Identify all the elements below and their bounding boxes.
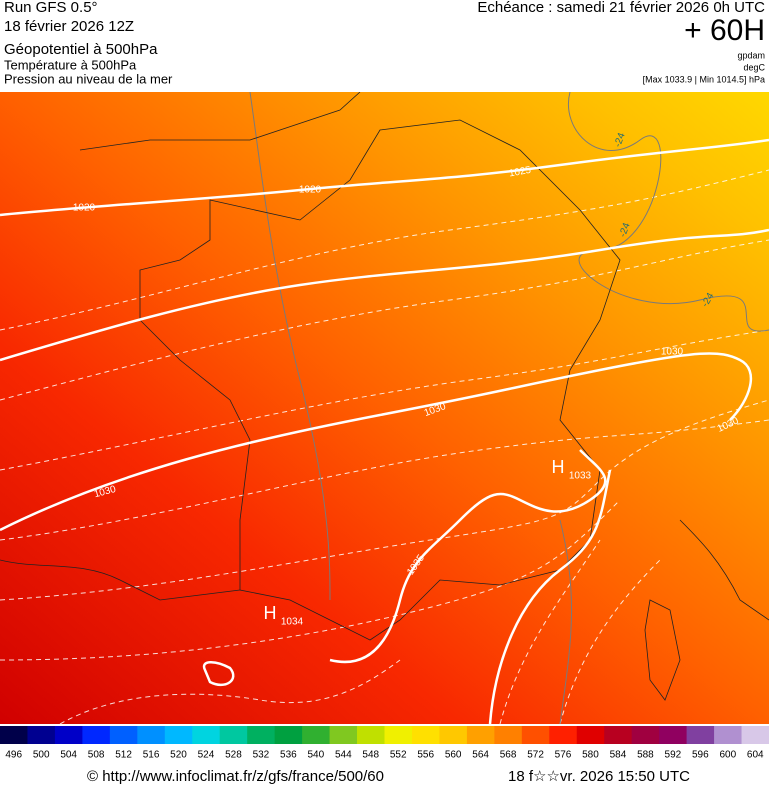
colorbar-swatch [411,726,440,744]
colorbar-label: 512 [115,750,132,761]
isobar-label: 1020 [299,185,322,196]
isobar-label: 1033 [569,471,592,482]
pressure-center: H [552,457,565,477]
pressure-center: H [264,603,277,623]
colorbar-swatch [164,726,193,744]
colorbar-label: 564 [472,750,489,761]
colorbar-label: 588 [637,750,654,761]
colorbar-swatch [494,726,523,744]
colorbar-label: 532 [253,750,270,761]
colorbar-label: 596 [692,750,709,761]
field-2: Température à 500hPa [4,57,137,72]
colorbar-label: 600 [719,750,736,761]
colorbar-swatch [466,726,495,744]
colorbar-swatch [82,726,111,744]
colorbar-swatch [54,726,83,744]
colorbar-label: 508 [88,750,105,761]
colorbar-label: 604 [747,750,764,761]
unit-1: gpdam [737,50,765,60]
colorbar-swatch [686,726,715,744]
colorbar-label: 528 [225,750,242,761]
footer-date: 18 f☆☆vr. 2026 15:50 UTC [508,768,690,785]
colorbar-swatch [0,726,28,744]
temperature-field [0,92,769,724]
colorbar-label: 572 [527,750,544,761]
isobar-label: 1020 [73,203,96,214]
colorbar-swatch [109,726,138,744]
field-3: Pression au niveau de la mer [4,71,173,86]
colorbar-swatch [329,726,358,744]
colorbar-swatch [576,726,605,744]
colorbar-label: 548 [362,750,379,761]
colorbar-swatch [439,726,468,744]
colorbar-label: 584 [610,750,627,761]
valid-time: Echéance : samedi 21 février 2026 0h UTC [477,0,765,16]
map [0,92,769,724]
colorbar-swatch [192,726,221,744]
colorbar-label: 496 [5,750,22,761]
isobar-label: 1025 [508,165,532,180]
colorbar-swatch [741,726,769,744]
colorbar-swatch [384,726,413,744]
colorbar-swatch [27,726,56,744]
colorbar-swatch [302,726,331,744]
colorbar-label: 568 [500,750,517,761]
run-date: 18 février 2026 12Z [4,18,134,35]
colorbar-swatch [247,726,276,744]
colorbar-label: 556 [417,750,434,761]
footer-source: © http://www.infoclimat.fr/z/gfs/france/… [87,768,384,785]
colorbar-label: 516 [143,750,160,761]
colorbar-label: 520 [170,750,187,761]
colorbar-swatch [274,726,303,744]
colorbar-label: 580 [582,750,599,761]
lead-time: + 60H [684,14,765,47]
colorbar-label: 560 [445,750,462,761]
colorbar-swatch [659,726,688,744]
colorbar-swatch [604,726,633,744]
isobar-label: 1034 [281,617,304,628]
colorbar-label: 500 [33,750,50,761]
colorbar-swatch [521,726,550,744]
colorbar-label: 576 [555,750,572,761]
colorbar-swatch [357,726,385,744]
colorbar-swatch [631,726,660,744]
unit-3: [Max 1033.9 | Min 1014.5] hPa [643,74,765,84]
unit-2: degC [743,62,765,72]
run-label: Run GFS 0.5° [4,0,98,16]
colorbar-swatch [219,726,248,744]
colorbar-label: 544 [335,750,352,761]
colorbar-label: 592 [665,750,682,761]
colorbar-label: 524 [198,750,215,761]
colorbar-label: 552 [390,750,407,761]
isobars [0,138,769,724]
isobar-label: 1030 [661,347,684,358]
colorbar-swatch [549,726,578,744]
colorbar-label: 536 [280,750,297,761]
coastlines [0,92,769,701]
colorbar-swatch [714,726,743,744]
isotherm-label: -24 [617,221,632,239]
isotherm-label: -24 [612,131,627,149]
colorbar-label: 540 [307,750,324,761]
colorbar-label: 504 [60,750,77,761]
field-1: Géopotentiel à 500hPa [4,41,158,58]
colorbar-swatch [137,726,166,744]
